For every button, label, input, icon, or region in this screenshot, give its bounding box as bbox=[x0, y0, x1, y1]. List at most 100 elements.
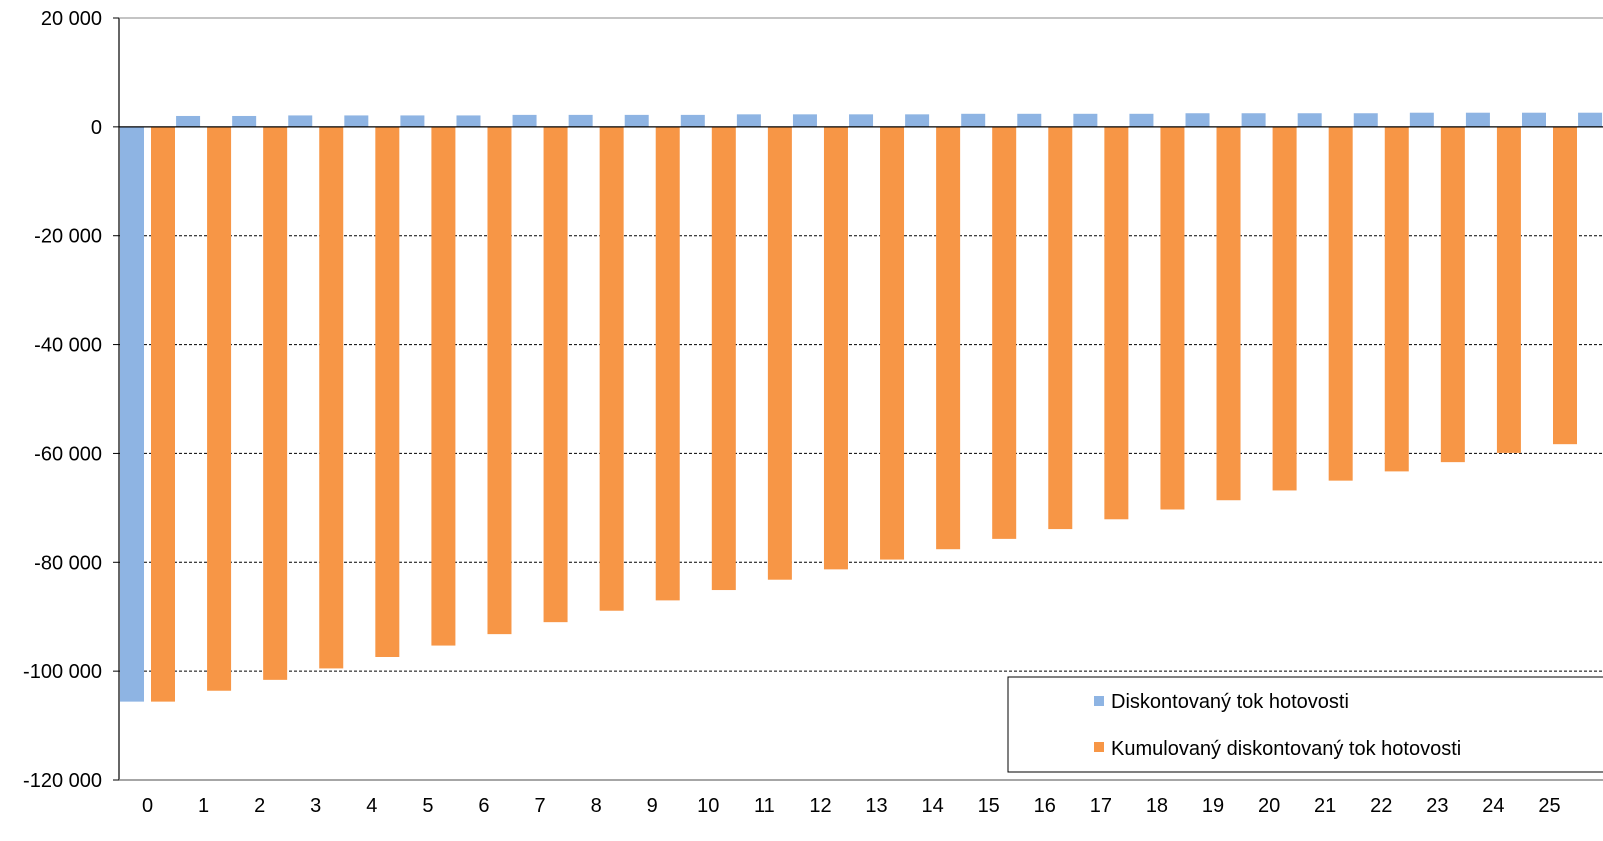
x-tick-label: 19 bbox=[1202, 795, 1224, 817]
y-tick-label: -80 000 bbox=[34, 552, 102, 574]
bar-cumulative-10 bbox=[711, 126, 736, 591]
bar-cumulative-15 bbox=[992, 126, 1017, 539]
legend: Diskontovaný tok hotovosti Kumulovaný di… bbox=[1007, 676, 1603, 773]
bar-cumulative-24 bbox=[1496, 126, 1521, 453]
bar-discounted-23 bbox=[1409, 112, 1434, 127]
y-tick-label: -40 000 bbox=[34, 335, 102, 357]
bar-discounted-24 bbox=[1465, 112, 1490, 127]
bar-cumulative-2 bbox=[263, 126, 288, 680]
x-tick-label: 1 bbox=[198, 795, 209, 817]
bar-discounted-21 bbox=[1297, 113, 1322, 127]
x-tick-label: 15 bbox=[978, 795, 1000, 817]
y-tick-label: 20 000 bbox=[41, 8, 102, 30]
y-axis-tick-labels: 20 000 0 -20 000 -40 000 -60 000 -80 000 -100 … bbox=[23, 8, 102, 792]
bar-cumulative-20 bbox=[1272, 126, 1297, 491]
bar-discounted-7 bbox=[512, 114, 537, 127]
x-tick-label: 0 bbox=[142, 795, 153, 817]
bar-discounted-22 bbox=[1353, 113, 1378, 127]
bar-cumulative-12 bbox=[823, 126, 848, 570]
bar-discounted-10 bbox=[680, 114, 705, 127]
bar-discounted-11 bbox=[736, 114, 761, 127]
legend-box bbox=[1007, 676, 1603, 773]
bar-discounted-5 bbox=[400, 115, 425, 127]
x-tick-label: 16 bbox=[1034, 795, 1056, 817]
bar-cumulative-14 bbox=[936, 126, 961, 550]
x-axis-tick-labels: 0 1 2 3 4 5 6 7 8 9 10 11 12 13 14 15 16 17 18 19 20 21 22 23 24… bbox=[142, 795, 1561, 817]
x-tick-label: 2 bbox=[254, 795, 265, 817]
bar-cumulative-22 bbox=[1384, 126, 1409, 472]
bar-discounted-17 bbox=[1073, 113, 1098, 127]
x-tick-label: 25 bbox=[1538, 795, 1560, 817]
x-tick-label: 20 bbox=[1258, 795, 1280, 817]
y-tick-label: -120 000 bbox=[23, 770, 102, 792]
bar-discounted-16 bbox=[1017, 113, 1042, 127]
x-tick-label: 7 bbox=[534, 795, 545, 817]
bar-cumulative-4 bbox=[375, 126, 400, 657]
bar-cumulative-1 bbox=[207, 126, 232, 691]
x-tick-label: 11 bbox=[754, 795, 775, 817]
bar-discounted-3 bbox=[288, 115, 313, 127]
x-tick-label: 17 bbox=[1090, 795, 1112, 817]
bar-discounted-4 bbox=[344, 115, 369, 127]
bar-cumulative-0 bbox=[151, 126, 175, 702]
gridlines bbox=[119, 235, 1603, 672]
bar-discounted-20 bbox=[1241, 113, 1266, 127]
legend-label-cumulative: Kumulovaný diskontovaný tok hotovosti bbox=[1111, 738, 1461, 760]
bar-cumulative-21 bbox=[1328, 126, 1353, 481]
bar-cumulative-7 bbox=[543, 126, 568, 623]
bar-cumulative-8 bbox=[599, 126, 624, 611]
bar-cumulative-17 bbox=[1104, 126, 1129, 520]
bar-cumulative-11 bbox=[767, 126, 792, 580]
bar-discounted-9 bbox=[624, 114, 649, 127]
bar-discounted-15 bbox=[961, 113, 986, 127]
bar-discounted-12 bbox=[792, 114, 817, 127]
bar-discounted-0 bbox=[120, 126, 144, 702]
legend-label-discounted: Diskontovaný tok hotovosti bbox=[1111, 691, 1349, 713]
x-tick-label: 18 bbox=[1146, 795, 1168, 817]
bar-cumulative-13 bbox=[880, 126, 905, 560]
bar-discounted-19 bbox=[1185, 113, 1210, 127]
x-tick-label: 8 bbox=[591, 795, 602, 817]
y-tick-label: 0 bbox=[91, 117, 102, 139]
bar-discounted-8 bbox=[568, 114, 593, 127]
x-tick-label: 21 bbox=[1314, 795, 1336, 817]
x-tick-label: 10 bbox=[697, 795, 719, 817]
legend-swatch-cumulative bbox=[1094, 742, 1104, 752]
x-tick-label: 5 bbox=[422, 795, 433, 817]
x-tick-label: 9 bbox=[647, 795, 658, 817]
bar-discounted-25 bbox=[1522, 112, 1546, 127]
x-tick-label: 3 bbox=[310, 795, 321, 817]
x-tick-label: 12 bbox=[809, 795, 831, 817]
bar-cumulative-25 bbox=[1553, 126, 1577, 445]
bar-cumulative-5 bbox=[431, 126, 456, 646]
bar-discounted-6 bbox=[456, 115, 481, 127]
y-tick-label: -60 000 bbox=[34, 443, 102, 465]
x-tick-label: 14 bbox=[921, 795, 943, 817]
x-tick-label: 22 bbox=[1370, 795, 1392, 817]
bar-cumulative-9 bbox=[655, 126, 680, 601]
axes bbox=[113, 17, 1603, 781]
bar-cumulative-16 bbox=[1048, 126, 1073, 530]
bar-discounted-14 bbox=[905, 114, 930, 127]
x-tick-label: 13 bbox=[865, 795, 887, 817]
y-tick-label: -100 000 bbox=[23, 661, 102, 683]
x-tick-label: 4 bbox=[366, 795, 377, 817]
bar-discounted-1 bbox=[176, 115, 201, 127]
bar-cumulative-3 bbox=[319, 126, 344, 669]
bar-discounted-26 bbox=[1578, 112, 1603, 127]
bar-cumulative-18 bbox=[1160, 126, 1185, 510]
bar-discounted-13 bbox=[849, 114, 874, 127]
bar-cumulative-6 bbox=[487, 126, 512, 635]
bar-discounted-2 bbox=[232, 115, 257, 127]
x-tick-label: 6 bbox=[478, 795, 489, 817]
x-tick-label: 23 bbox=[1426, 795, 1448, 817]
y-tick-label: -20 000 bbox=[34, 226, 102, 248]
bar-cumulative-23 bbox=[1440, 126, 1465, 463]
bar-cumulative-19 bbox=[1216, 126, 1241, 501]
x-tick-label: 24 bbox=[1482, 795, 1504, 817]
legend-swatch-discounted bbox=[1094, 696, 1104, 706]
bar-discounted-18 bbox=[1129, 113, 1154, 127]
bars bbox=[120, 112, 1603, 702]
